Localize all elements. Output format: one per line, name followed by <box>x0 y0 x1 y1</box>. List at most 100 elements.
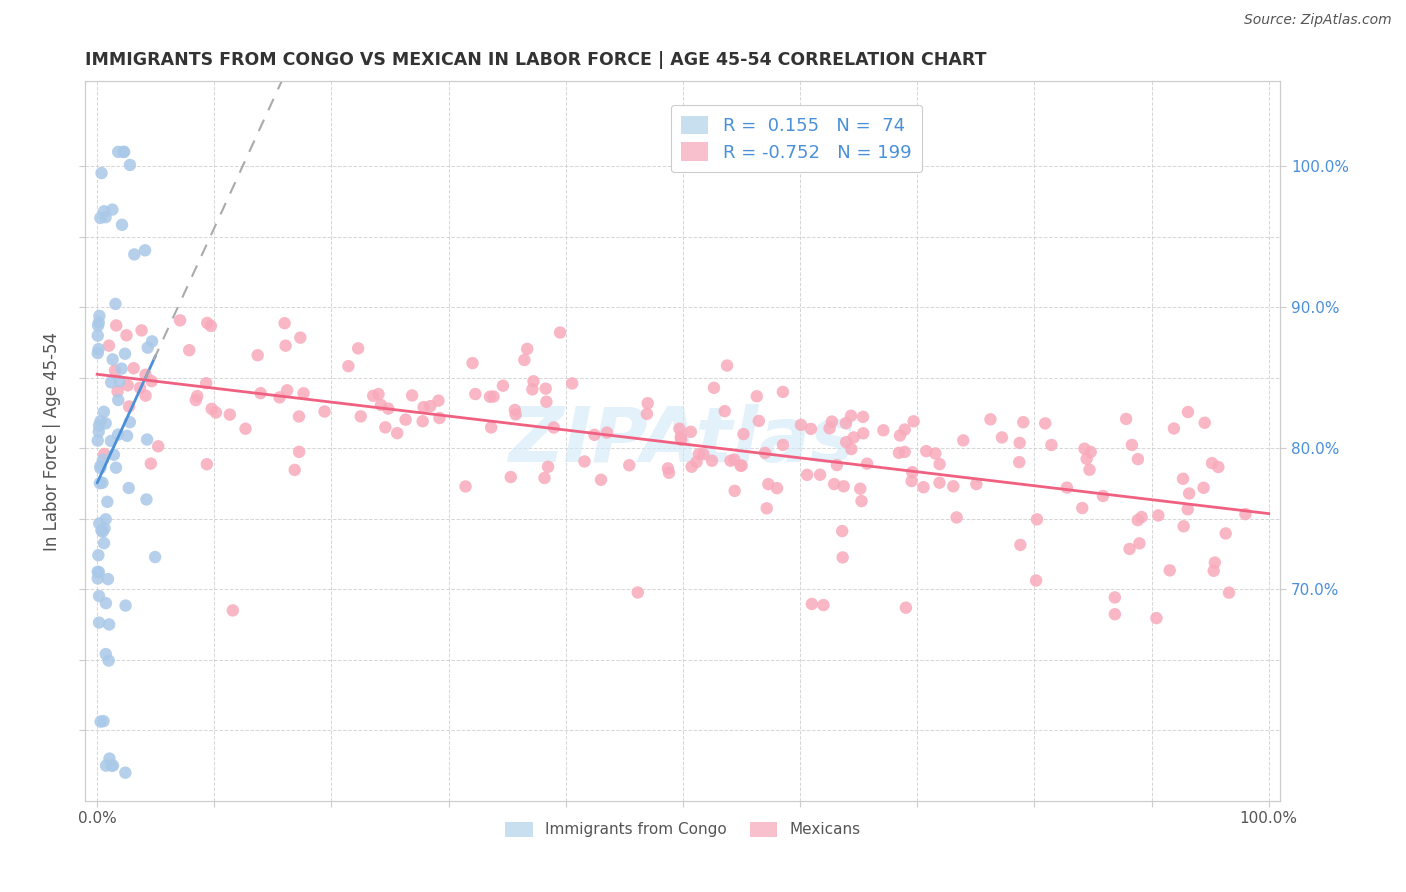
Point <box>716 359 738 373</box>
Point <box>103 448 125 462</box>
Point <box>692 447 714 461</box>
Point <box>129 381 152 395</box>
Point <box>249 386 271 401</box>
Point <box>636 407 658 421</box>
Point <box>117 378 139 392</box>
Point <box>825 458 848 472</box>
Point <box>89 461 111 475</box>
Text: Source: ZipAtlas.com: Source: ZipAtlas.com <box>1244 13 1392 28</box>
Point <box>889 428 911 442</box>
Point <box>89 211 111 225</box>
Point <box>195 316 218 330</box>
Point <box>195 457 218 471</box>
Point <box>668 422 690 436</box>
Point <box>131 323 153 337</box>
Point <box>856 457 879 471</box>
Point <box>1076 451 1098 466</box>
Point <box>1121 438 1143 452</box>
Point <box>756 477 779 491</box>
Point <box>107 384 129 399</box>
Point <box>93 714 115 728</box>
Point <box>900 474 922 488</box>
Point <box>679 425 702 439</box>
Point <box>97 572 120 586</box>
Point <box>479 420 502 434</box>
Point <box>122 361 145 376</box>
Point <box>522 382 544 396</box>
Point <box>1126 452 1149 467</box>
Point <box>284 463 307 477</box>
Point <box>1171 472 1194 486</box>
Point <box>851 494 873 508</box>
Point <box>534 382 557 396</box>
Point <box>374 420 396 434</box>
Point <box>589 473 612 487</box>
Point <box>832 479 855 493</box>
Point <box>114 599 136 613</box>
Point <box>965 477 987 491</box>
Point <box>1118 541 1140 556</box>
Point <box>105 318 128 333</box>
Point <box>831 550 853 565</box>
Point <box>112 145 135 159</box>
Point <box>818 421 841 435</box>
Point <box>1026 512 1049 526</box>
Point <box>852 426 875 441</box>
Point <box>796 467 818 482</box>
Point <box>412 400 434 414</box>
Point <box>90 414 112 428</box>
Point <box>536 394 558 409</box>
Point <box>115 429 138 443</box>
Point <box>1008 455 1031 469</box>
Point <box>141 334 163 349</box>
Point <box>543 420 565 434</box>
Point <box>218 408 240 422</box>
Legend: Immigrants from Congo, Mexicans: Immigrants from Congo, Mexicans <box>499 815 866 844</box>
Point <box>1234 507 1257 521</box>
Point <box>730 458 752 473</box>
Point <box>823 477 845 491</box>
Point <box>548 326 571 340</box>
Point <box>361 389 384 403</box>
Point <box>1178 486 1201 500</box>
Point <box>273 316 295 330</box>
Point <box>1071 501 1094 516</box>
Point <box>1192 481 1215 495</box>
Point <box>98 617 121 632</box>
Point <box>337 359 360 373</box>
Point <box>412 414 434 428</box>
Point <box>104 297 127 311</box>
Point <box>713 404 735 418</box>
Point <box>724 483 747 498</box>
Point <box>754 446 776 460</box>
Point <box>269 391 291 405</box>
Point <box>1040 438 1063 452</box>
Point <box>1104 607 1126 622</box>
Point <box>671 433 693 447</box>
Point <box>87 565 110 579</box>
Point <box>1073 442 1095 456</box>
Point <box>745 389 768 403</box>
Point <box>108 374 131 388</box>
Point <box>288 409 311 424</box>
Point <box>681 459 703 474</box>
Point <box>733 427 755 442</box>
Point <box>290 331 312 345</box>
Point <box>924 446 946 460</box>
Point <box>101 352 124 367</box>
Point <box>505 408 527 422</box>
Point <box>755 501 778 516</box>
Point <box>835 435 858 450</box>
Point <box>87 418 110 433</box>
Point <box>1215 526 1237 541</box>
Point <box>772 438 794 452</box>
Text: ZIPAtlas: ZIPAtlas <box>509 404 856 478</box>
Point <box>703 381 725 395</box>
Point <box>96 495 118 509</box>
Point <box>97 654 120 668</box>
Point <box>114 347 136 361</box>
Point <box>454 479 477 493</box>
Point <box>688 447 710 461</box>
Point <box>288 445 311 459</box>
Point <box>274 339 297 353</box>
